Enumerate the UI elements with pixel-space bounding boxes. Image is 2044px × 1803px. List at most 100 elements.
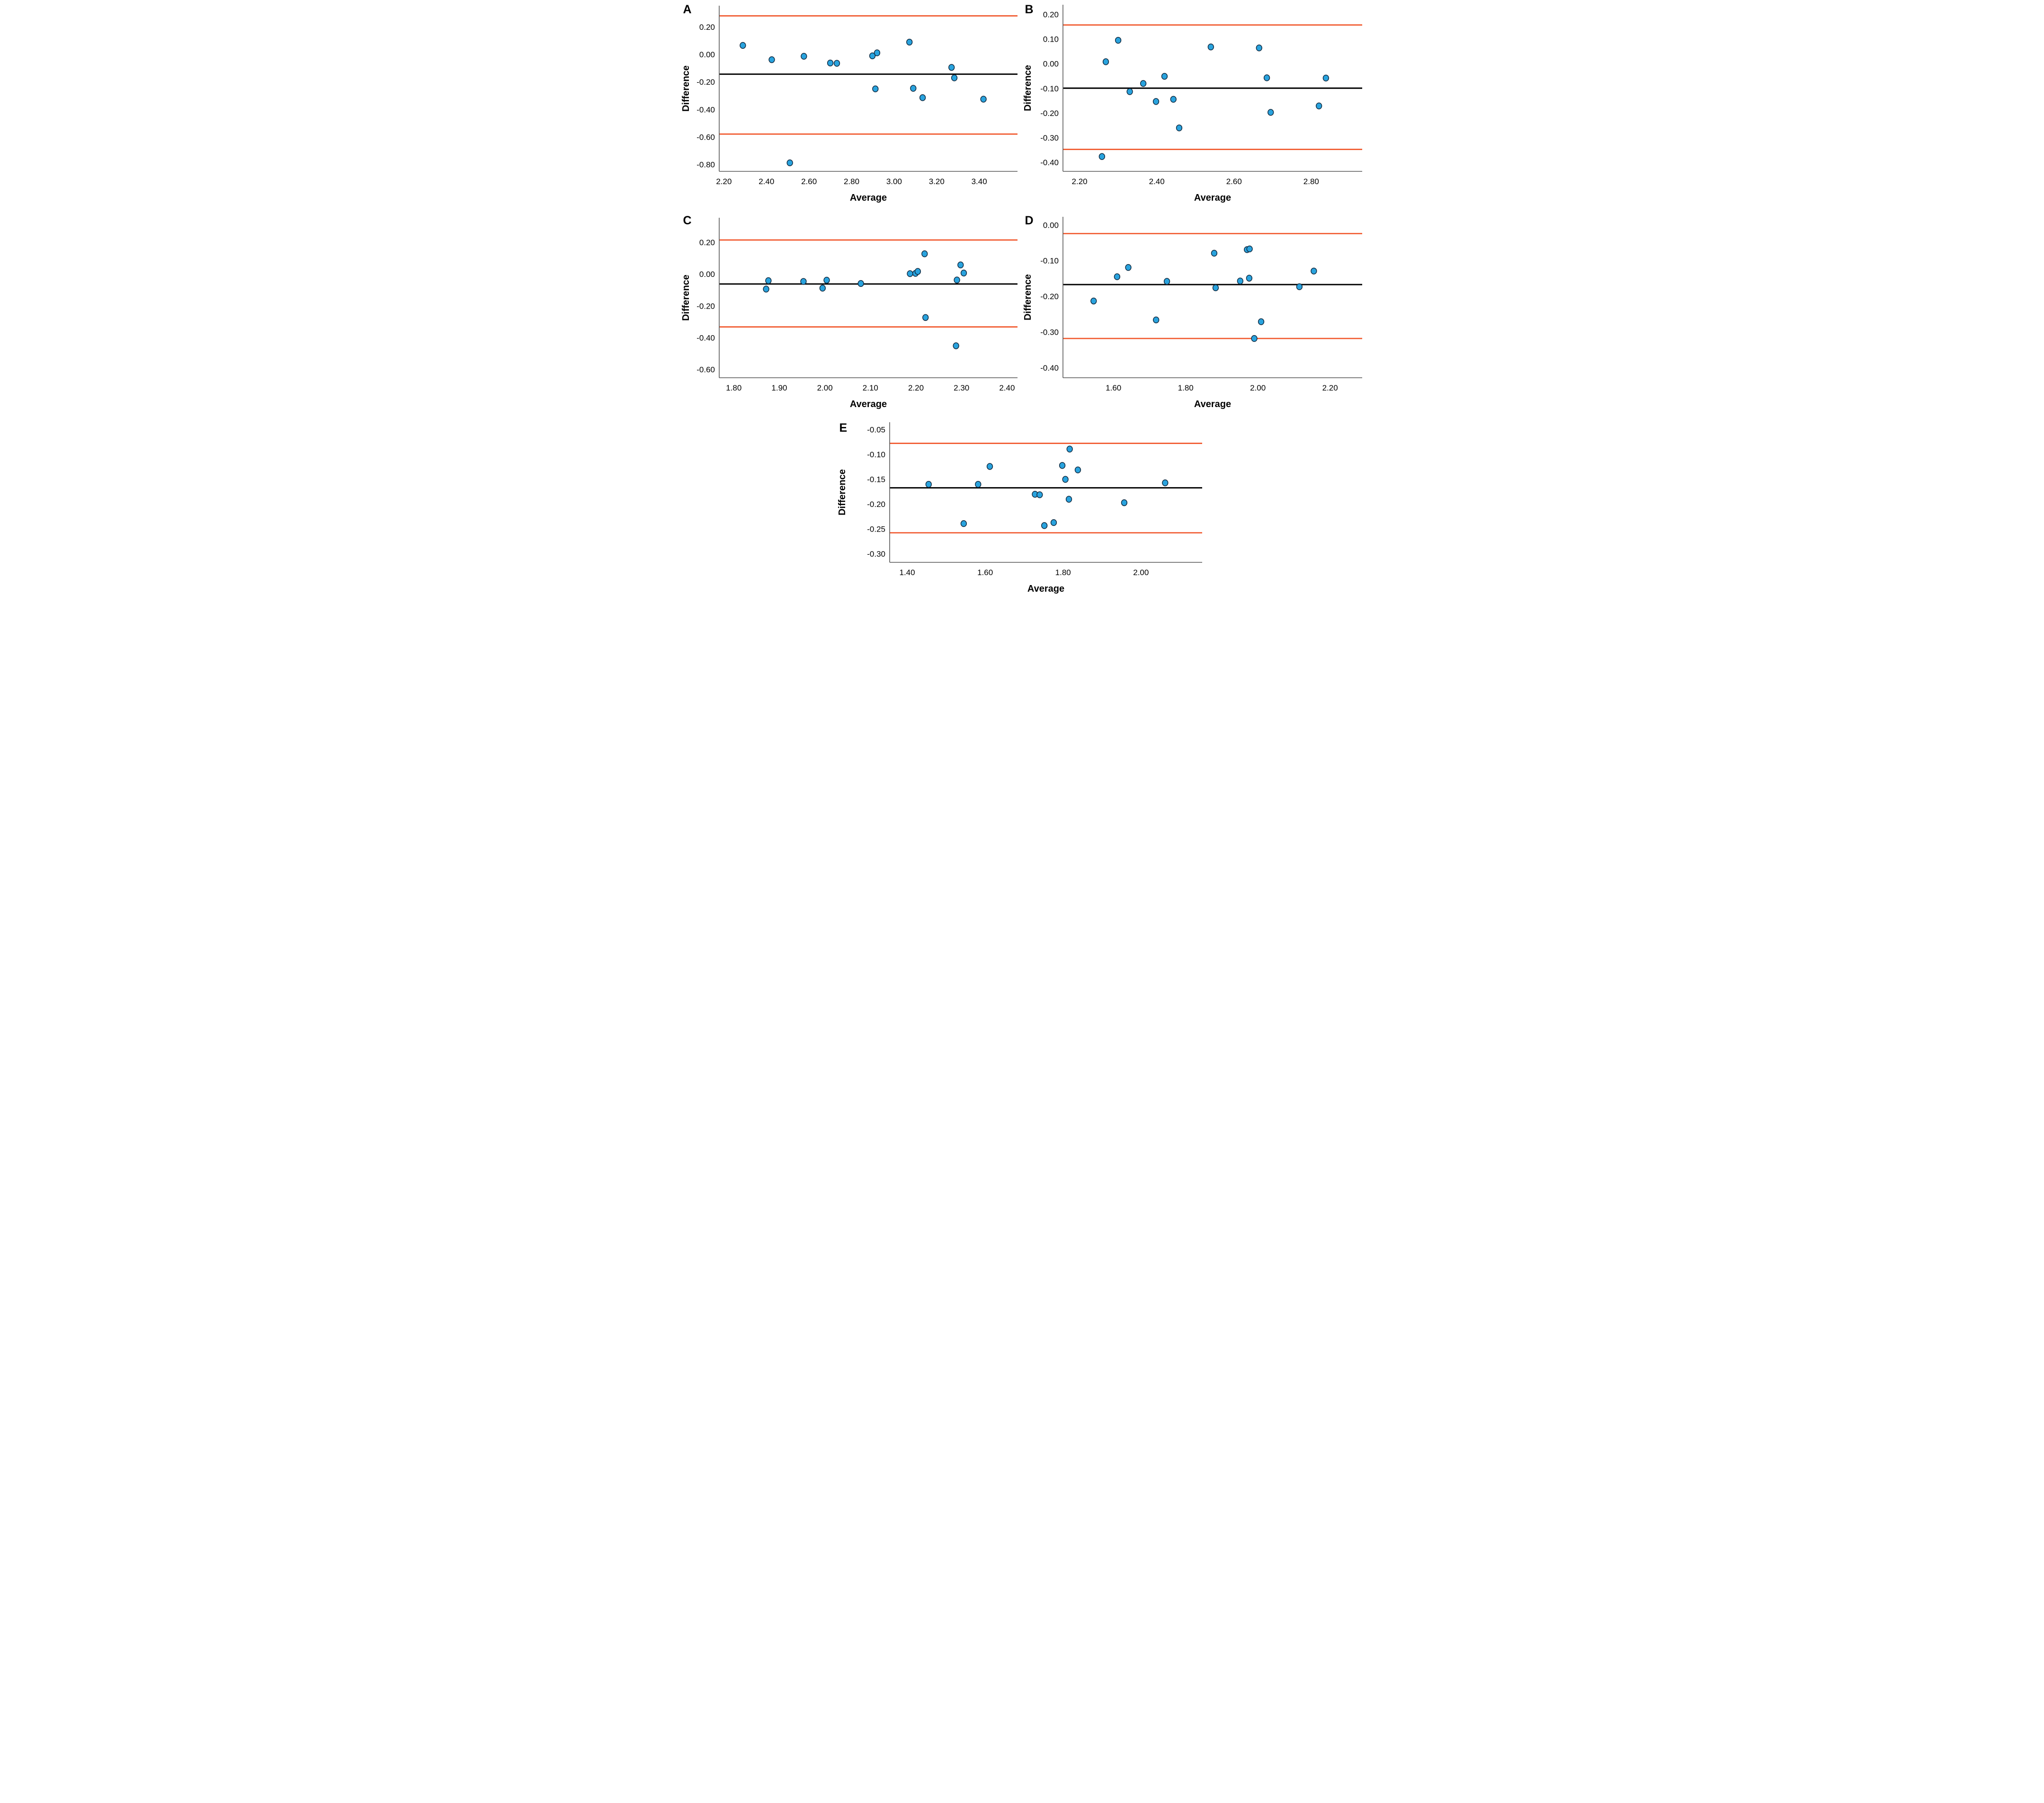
data-point — [1152, 98, 1159, 105]
x-axis-title: Average — [1027, 584, 1064, 594]
data-point — [819, 284, 826, 292]
data-point — [974, 481, 981, 488]
data-point — [1211, 249, 1217, 257]
data-point — [1161, 479, 1168, 487]
y-axis-title: Difference — [838, 469, 848, 515]
y-axis-title: Difference — [681, 65, 691, 112]
y-tick-label: -0.40 — [696, 105, 715, 114]
data-point — [910, 85, 916, 92]
data-point — [986, 463, 993, 470]
data-point — [1163, 278, 1170, 285]
x-tick-label: 2.20 — [1322, 383, 1338, 392]
y-tick-label: 0.20 — [699, 23, 714, 32]
y-tick-label: -0.10 — [1040, 257, 1059, 266]
data-point — [1062, 476, 1069, 483]
y-tick-label: 0.00 — [699, 270, 714, 279]
data-point — [906, 38, 912, 46]
x-tick-label: 3.00 — [886, 177, 902, 186]
x-tick-label: 2.40 — [999, 383, 1015, 392]
data-point — [953, 342, 959, 349]
panel-a-letter: A — [683, 3, 692, 16]
data-point — [1050, 519, 1057, 526]
y-tick-label: 0.20 — [1043, 10, 1058, 19]
data-point — [960, 520, 967, 527]
y-tick-label: -0.20 — [867, 500, 885, 509]
data-point — [919, 94, 926, 101]
data-point — [1170, 96, 1177, 103]
data-point — [925, 481, 932, 488]
data-point — [906, 270, 913, 277]
data-point — [1098, 153, 1105, 160]
data-point — [762, 285, 769, 293]
data-point — [951, 74, 957, 81]
data-point — [800, 278, 807, 285]
y-tick-label: -0.40 — [1040, 364, 1059, 373]
panel-b-letter: B — [1025, 3, 1034, 16]
panel-c-letter: C — [683, 214, 692, 227]
data-point — [980, 96, 987, 103]
data-points — [739, 38, 987, 167]
panel-e-plot: -0.05 -0.10 -0.15 -0.20 -0.25 -0.30 1.40 1.60 1.… — [838, 422, 1202, 594]
data-point — [1152, 316, 1159, 324]
data-point — [1125, 264, 1132, 271]
y-tick-label: -0.20 — [1040, 292, 1059, 301]
data-point — [1176, 124, 1182, 132]
y-tick-label: 0.00 — [1043, 221, 1058, 230]
x-tick-label: 3.40 — [971, 177, 987, 186]
x-tick-label: 1.80 — [726, 383, 741, 392]
data-point — [921, 250, 928, 258]
data-point — [1074, 466, 1081, 473]
data-point — [827, 59, 833, 67]
data-point — [739, 42, 746, 49]
data-point — [957, 261, 964, 268]
data-points — [762, 250, 967, 349]
y-tick-label: -0.30 — [867, 550, 885, 559]
y-tick-label: -0.60 — [696, 133, 715, 142]
x-tick-label: 2.20 — [1071, 177, 1087, 186]
data-point — [833, 60, 840, 67]
x-tick-label: 1.80 — [1055, 568, 1071, 577]
panel-d-plot: 0.00 -0.10 -0.20 -0.30 -0.40 1.60 1.80 2.00 2.20… — [1023, 217, 1362, 409]
y-tick-label: 0.10 — [1043, 35, 1058, 44]
data-point — [1310, 267, 1317, 275]
x-axis-title: Average — [849, 193, 886, 203]
panel-b-plot: 0.20 0.10 0.00 -0.10 -0.20 -0.30 -0.40 2.20 2.40… — [1023, 5, 1362, 203]
data-point — [1256, 44, 1262, 52]
panel-e: E -0.05 -0.10 -0.15 -0.20 -0.25 -0.30 1.40 1.60… — [838, 418, 1204, 602]
x-tick-label: 2.60 — [1226, 177, 1241, 186]
x-tick-label: 2.20 — [716, 177, 732, 186]
y-tick-label: -0.40 — [1040, 158, 1059, 167]
panel-b: B 0.20 0.10 0.00 -0.10 -0.20 -0.30 -0.40 2.20 2.… — [1023, 0, 1363, 209]
data-point — [1065, 496, 1072, 503]
x-tick-label: 2.00 — [1133, 568, 1149, 577]
data-point — [1296, 283, 1303, 290]
x-axis-title: Average — [1194, 193, 1231, 203]
x-axis-title: Average — [1194, 399, 1231, 409]
y-axis-title: Difference — [1023, 274, 1033, 320]
panel-d-letter: D — [1025, 214, 1034, 227]
data-points — [925, 445, 1168, 529]
data-point — [869, 52, 875, 60]
data-point — [823, 276, 830, 284]
data-point — [948, 64, 955, 71]
y-tick-label: -0.20 — [696, 302, 715, 311]
x-tick-label: 1.90 — [771, 383, 787, 392]
y-axis-title: Difference — [1023, 65, 1033, 111]
y-tick-label: -0.40 — [696, 333, 715, 342]
y-tick-label: -0.10 — [867, 450, 885, 459]
y-tick-label: -0.15 — [867, 475, 885, 484]
x-tick-label: 2.30 — [954, 383, 969, 392]
y-tick-label: 0.00 — [1043, 60, 1058, 69]
x-axis-title: Average — [849, 399, 886, 409]
x-tick-label: 2.80 — [843, 177, 859, 186]
x-tick-label: 2.80 — [1303, 177, 1319, 186]
panel-c-plot: 0.20 0.00 -0.20 -0.40 -0.60 1.80 1.90 2.00 2.10 2… — [681, 218, 1018, 409]
y-tick-label: -0.30 — [1040, 133, 1059, 142]
data-point — [1059, 462, 1065, 469]
data-point — [922, 314, 928, 321]
data-point — [786, 159, 793, 167]
data-points — [1090, 245, 1317, 342]
y-tick-label: -0.80 — [696, 160, 715, 169]
data-point — [1114, 273, 1120, 280]
x-tick-label: 3.20 — [928, 177, 944, 186]
